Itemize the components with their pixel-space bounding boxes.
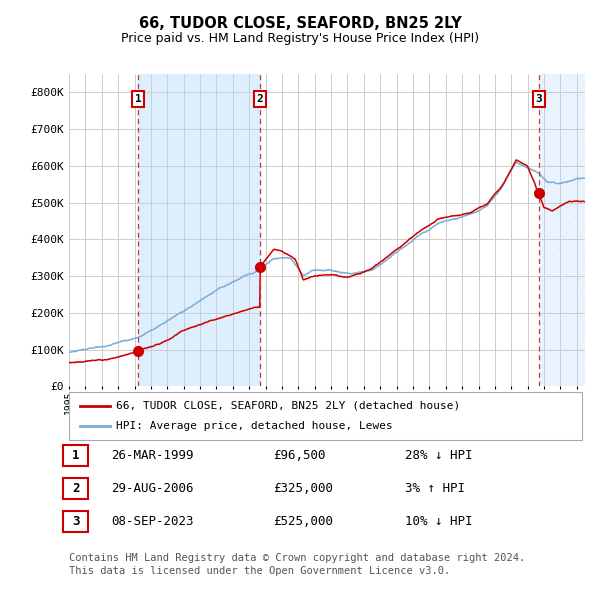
Text: 3: 3 (536, 94, 542, 104)
Bar (539, 74, 585, 386)
Text: 1: 1 (72, 449, 79, 462)
Text: £325,000: £325,000 (273, 482, 333, 495)
Text: 66, TUDOR CLOSE, SEAFORD, BN25 2LY (detached house): 66, TUDOR CLOSE, SEAFORD, BN25 2LY (deta… (116, 401, 460, 411)
Text: 66, TUDOR CLOSE, SEAFORD, BN25 2LY: 66, TUDOR CLOSE, SEAFORD, BN25 2LY (139, 16, 461, 31)
Text: 08-SEP-2023: 08-SEP-2023 (111, 515, 193, 528)
Text: Contains HM Land Registry data © Crown copyright and database right 2024.: Contains HM Land Registry data © Crown c… (69, 553, 525, 562)
Text: This data is licensed under the Open Government Licence v3.0.: This data is licensed under the Open Gov… (69, 566, 450, 575)
Text: 3: 3 (72, 515, 79, 528)
Text: 2: 2 (257, 94, 263, 104)
Text: 28% ↓ HPI: 28% ↓ HPI (405, 449, 473, 462)
Text: 10% ↓ HPI: 10% ↓ HPI (405, 515, 473, 528)
Text: 26-MAR-1999: 26-MAR-1999 (111, 449, 193, 462)
Text: 2: 2 (72, 482, 79, 495)
Text: 1: 1 (135, 94, 142, 104)
Text: 3% ↑ HPI: 3% ↑ HPI (405, 482, 465, 495)
Text: Price paid vs. HM Land Registry's House Price Index (HPI): Price paid vs. HM Land Registry's House … (121, 32, 479, 45)
Text: 29-AUG-2006: 29-AUG-2006 (111, 482, 193, 495)
Bar (138, 74, 260, 386)
Text: HPI: Average price, detached house, Lewes: HPI: Average price, detached house, Lewe… (116, 421, 392, 431)
Text: £525,000: £525,000 (273, 515, 333, 528)
Text: £96,500: £96,500 (273, 449, 325, 462)
